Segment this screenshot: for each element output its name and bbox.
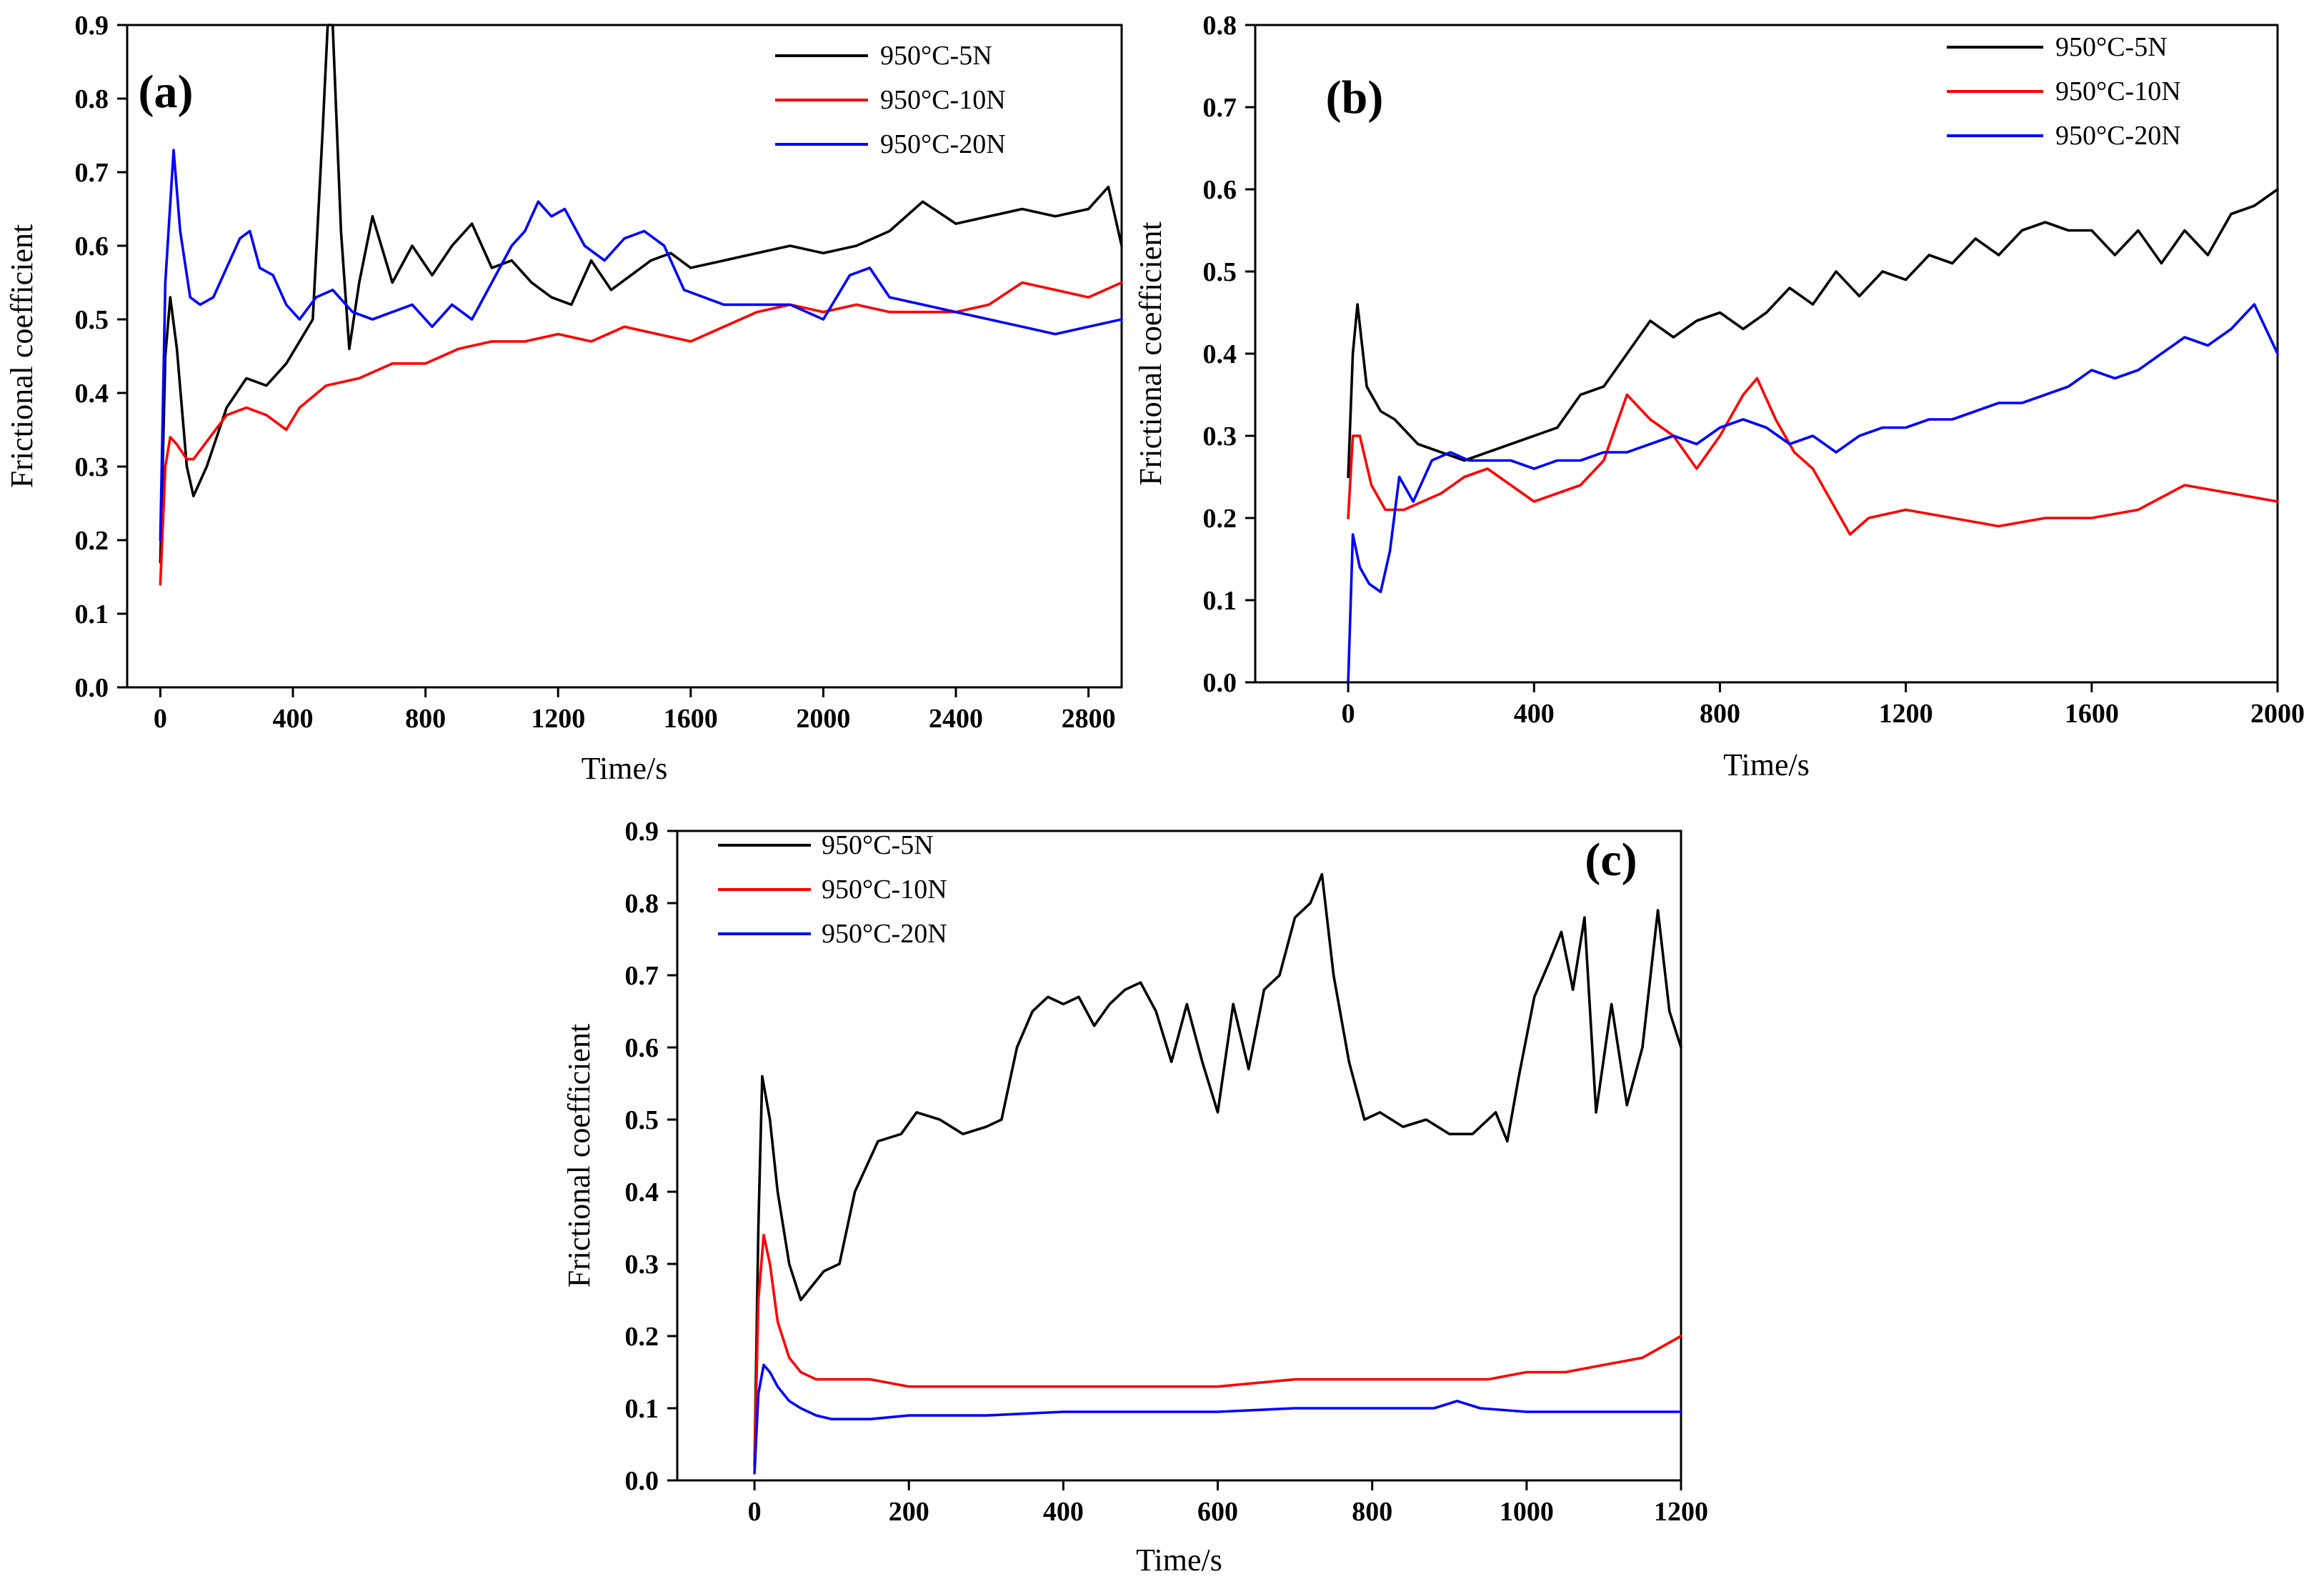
- y-tick-label: 0.3: [1203, 422, 1237, 452]
- legend: 950°C-5N 950°C-10N 950°C-20N: [775, 41, 1006, 159]
- x-tick-label: 1600: [664, 704, 718, 734]
- y-tick-label: 0.1: [625, 1394, 659, 1424]
- x-tick-label: 800: [405, 704, 446, 734]
- y-tick-label: 0.0: [1203, 668, 1237, 698]
- x-tick-label: 600: [1197, 1497, 1238, 1527]
- x-tick-label: 1600: [2065, 699, 2119, 729]
- x-tick-label: 800: [1700, 699, 1740, 729]
- y-tick-label: 0.4: [625, 1177, 659, 1207]
- panel-label: (b): [1326, 71, 1384, 124]
- series-line-3: [159, 149, 1123, 542]
- x-tick-label: 400: [273, 704, 314, 734]
- series-line-1: [1347, 188, 2279, 479]
- x-tick-label: 1200: [1879, 699, 1933, 729]
- series-line-2: [753, 1233, 1682, 1468]
- legend-entry: 950°C-20N: [2055, 121, 2181, 151]
- y-tick-label: 0.3: [75, 452, 109, 482]
- panel-label: (c): [1585, 834, 1637, 886]
- y-tick-label: 0.2: [75, 526, 109, 556]
- y-tick-label: 0.7: [625, 961, 659, 991]
- y-tick-label: 0.7: [1203, 93, 1237, 123]
- series-line-1: [753, 872, 1682, 1468]
- x-tick-label: 1200: [1654, 1497, 1708, 1527]
- y-tick-label: 0.5: [625, 1105, 659, 1135]
- legend-entry: 950°C-20N: [822, 919, 947, 949]
- plot-frame: [126, 24, 1123, 689]
- y-axis-title: Frictional coefficient: [1133, 221, 1168, 485]
- y-tick-label: 0.1: [75, 599, 109, 629]
- y-tick-label: 0.4: [1203, 339, 1237, 369]
- y-tick-label: 0.5: [1203, 257, 1237, 287]
- y-tick-label: 0.4: [75, 379, 109, 409]
- legend-entry: 950°C-20N: [880, 129, 1006, 159]
- x-tick-label: 2000: [796, 704, 850, 734]
- x-axis-title: Time/s: [1136, 1543, 1222, 1578]
- x-tick-label: 200: [889, 1497, 929, 1527]
- y-tick-label: 0.9: [625, 817, 659, 847]
- legend-entry: 950°C-5N: [880, 41, 992, 71]
- y-tick-label: 0.5: [75, 305, 109, 335]
- legend-entry: 950°C-10N: [880, 85, 1006, 115]
- x-tick-label: 1200: [531, 704, 585, 734]
- x-tick-label: 800: [1352, 1497, 1392, 1527]
- series-line-2: [1347, 377, 2279, 536]
- x-tick-label: 2800: [1062, 704, 1116, 734]
- series-line-1: [159, 24, 1123, 564]
- series-line-3: [1347, 303, 2279, 684]
- x-tick-label: 0: [1342, 699, 1355, 729]
- x-tick-label: 1000: [1500, 1497, 1554, 1527]
- chart-panel-a: 0 400 800 1200 1600 2000 2400 2800 0.0 0.1 0.2 0.3 0…: [4, 11, 1123, 786]
- x-tick-label: 0: [748, 1497, 762, 1527]
- chart-panel-c: 0 200 400 600 800 1000 1200 0.0 0.1 0.2 0.3 0.4 0.5 0…: [562, 817, 1708, 1578]
- panel-label: (a): [139, 66, 194, 118]
- y-tick-label: 0.6: [625, 1033, 659, 1063]
- legend-entry: 950°C-5N: [2055, 32, 2168, 62]
- legend-entry: 950°C-10N: [822, 875, 947, 905]
- y-tick-label: 0.3: [625, 1250, 659, 1280]
- y-tick-label: 0.7: [75, 158, 109, 188]
- chart-panel-b: 0 400 800 1200 1600 2000 0.0 0.1 0.2 0.3 0.4 0.5 0.6…: [1133, 11, 2305, 782]
- y-tick-label: 0.1: [1203, 586, 1237, 616]
- x-tick-label: 2000: [2250, 699, 2305, 729]
- legend: 950°C-5N 950°C-10N 950°C-20N: [1947, 32, 2181, 151]
- x-tick-label: 400: [1514, 699, 1555, 729]
- x-axis-title: Time/s: [1723, 747, 1810, 782]
- y-tick-label: 0.8: [75, 84, 109, 114]
- x-tick-label: 2400: [929, 704, 983, 734]
- legend-entry: 950°C-10N: [2055, 76, 2181, 106]
- y-tick-label: 0.0: [625, 1466, 659, 1496]
- y-tick-label: 0.2: [1203, 504, 1237, 534]
- y-tick-label: 0.6: [1203, 175, 1237, 205]
- legend: 950°C-5N 950°C-10N 950°C-20N: [718, 830, 947, 949]
- y-tick-label: 0.0: [75, 673, 109, 703]
- y-tick-label: 0.8: [1203, 11, 1237, 41]
- y-tick-label: 0.2: [625, 1322, 659, 1352]
- y-axis-title: Frictional coefficient: [562, 1024, 597, 1287]
- y-axis-title: Frictional coefficient: [4, 224, 39, 488]
- series-line-3: [753, 1363, 1682, 1475]
- legend-entry: 950°C-5N: [822, 830, 934, 860]
- y-tick-label: 0.8: [625, 889, 659, 919]
- plot-frame: [676, 830, 1682, 1482]
- x-tick-label: 0: [154, 704, 167, 734]
- y-tick-label: 0.9: [75, 11, 109, 41]
- x-tick-label: 400: [1043, 1497, 1084, 1527]
- series-line-2: [159, 281, 1123, 586]
- y-tick-label: 0.6: [75, 231, 109, 261]
- x-axis-title: Time/s: [582, 751, 668, 786]
